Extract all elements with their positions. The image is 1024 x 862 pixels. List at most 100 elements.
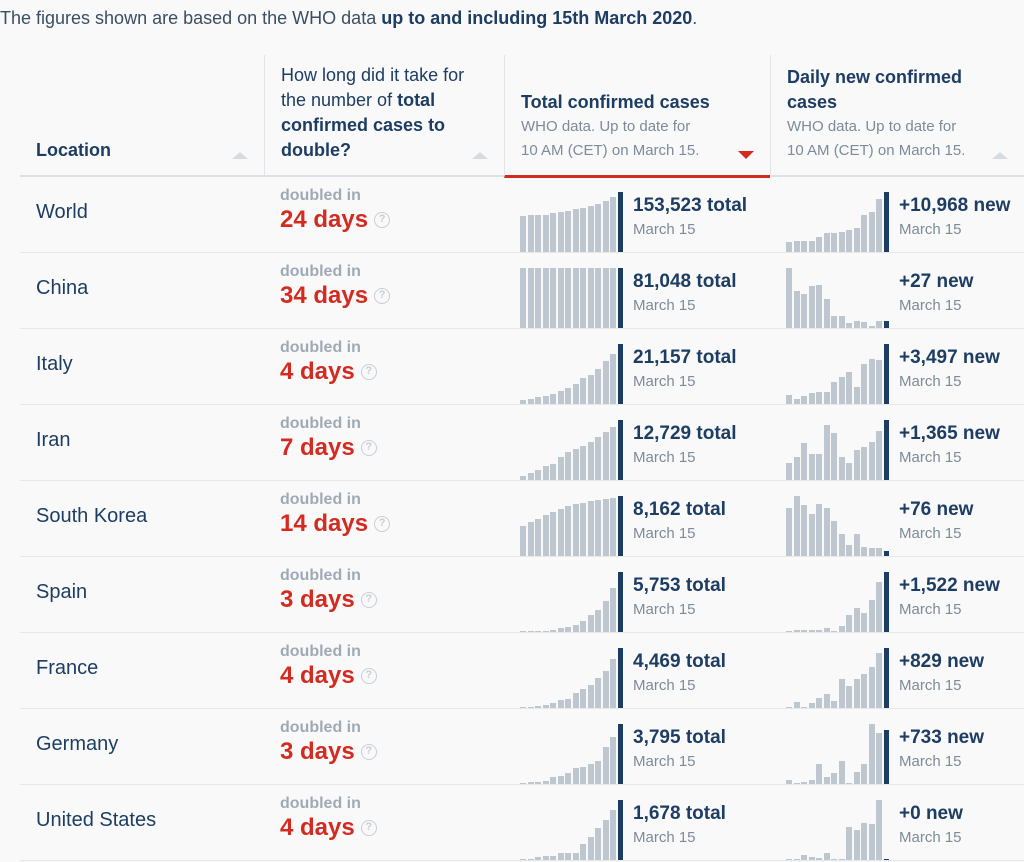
sparkline-bar [816, 237, 822, 252]
table-row[interactable]: Iran doubled in 7 days? 12,729 total Mar… [20, 405, 1024, 481]
sort-arrow-icon[interactable] [472, 152, 488, 159]
sparkline-bar [861, 547, 867, 556]
header-daily-sub2: 10 AM (CET) on March 15. [787, 142, 966, 159]
sparkline-bar [831, 381, 837, 404]
sparkline-bar-current [883, 858, 889, 860]
sparkline-bar [587, 374, 594, 404]
help-icon[interactable]: ? [360, 440, 377, 456]
new-value: +3,497 new [899, 347, 1000, 368]
help-icon[interactable]: ? [374, 288, 391, 304]
total-date: March 15 [633, 449, 696, 466]
sparkline-bar [793, 858, 800, 860]
total-date: March 15 [633, 753, 696, 770]
sparkline-bar [535, 268, 541, 328]
table-row[interactable]: Spain doubled in 3 days? 5,753 total Mar… [20, 557, 1024, 633]
table-row[interactable]: France doubled in 4 days? 4,469 total Ma… [20, 633, 1024, 709]
help-icon[interactable]: ? [374, 516, 391, 532]
help-icon[interactable]: ? [360, 668, 377, 684]
sparkline-bar [587, 764, 594, 784]
total-value: 12,729 total [633, 423, 737, 444]
sparkline-bar [580, 378, 586, 404]
intro-prefix: The figures shown are based on the WHO d… [0, 8, 382, 28]
sparkline-bar [610, 659, 616, 708]
doubling-cell: doubled in 14 days? [280, 491, 391, 538]
sparkline-bar [861, 322, 867, 328]
doubled-label: doubled in [280, 795, 361, 812]
sparkline-bar [808, 454, 815, 480]
help-icon[interactable]: ? [360, 744, 377, 760]
sparkline-bar [793, 457, 800, 480]
sparkline-bar [838, 316, 845, 328]
sort-desc-icon[interactable] [738, 151, 754, 159]
table-row[interactable]: World doubled in 24 days? 153,523 total … [20, 177, 1024, 253]
header-total-title: Total confirmed cases [521, 92, 710, 112]
sparkline-bar [838, 231, 845, 252]
sparkline-bar [816, 392, 822, 404]
sparkline-bar [550, 776, 556, 784]
sparkline-bar-current [617, 648, 623, 708]
column-header-daily[interactable]: Daily new confirmed cases WHO data. Up t… [770, 55, 1024, 175]
sparkline-bar [838, 679, 845, 708]
doubling-days: 24 days [280, 206, 369, 233]
sparkline-bar [861, 673, 867, 708]
new-value: +733 new [899, 727, 985, 748]
sparkline-bar [542, 515, 549, 556]
sparkline-bar [520, 526, 526, 556]
sparkline-bar [572, 503, 579, 556]
sparkline-bar [595, 368, 601, 404]
sparkline-bar [527, 473, 534, 480]
sort-arrow-icon[interactable] [992, 152, 1008, 159]
table-row[interactable]: United States doubled in 4 days? 1,678 t… [20, 785, 1024, 861]
column-header-doubling[interactable]: How long did it take for the number of t… [264, 55, 504, 175]
table-row[interactable]: South Korea doubled in 14 days? 8,162 to… [20, 481, 1024, 557]
sparkline-bar [602, 361, 609, 404]
total-sparkline [520, 266, 626, 328]
sparkline-bar [853, 534, 860, 556]
doubling-days: 34 days [280, 282, 369, 309]
total-sparkline [520, 418, 626, 480]
sparkline-bar [838, 456, 845, 480]
help-icon[interactable]: ? [360, 820, 377, 836]
table-row[interactable]: Germany doubled in 3 days? 3,795 total M… [20, 709, 1024, 785]
table-row[interactable]: China doubled in 34 days? 81,048 total M… [20, 253, 1024, 329]
sparkline-bar-current [617, 724, 623, 784]
sparkline-bar [823, 392, 830, 404]
sparkline-bar [520, 782, 526, 784]
sparkline-bar [610, 737, 616, 784]
total-date: March 15 [633, 373, 696, 390]
column-header-location[interactable]: Location [20, 55, 264, 175]
sparkline-bar [580, 208, 586, 252]
total-date: March 15 [633, 525, 696, 542]
sparkline-bar [868, 359, 875, 404]
help-icon[interactable]: ? [360, 364, 377, 380]
sparkline-bar [587, 685, 594, 708]
sparkline-bar [868, 441, 875, 480]
column-header-total[interactable]: Total confirmed cases WHO data. Up to da… [504, 55, 770, 178]
doubling-days: 3 days [280, 738, 355, 765]
sparkline-bar [801, 782, 807, 784]
sparkline-bar [823, 776, 830, 784]
sparkline-bar [602, 747, 609, 784]
help-icon[interactable]: ? [374, 212, 391, 228]
sparkline-bar [542, 630, 549, 632]
sparkline-bar [816, 629, 822, 632]
sort-arrow-icon[interactable] [232, 152, 248, 159]
sparkline-bar [808, 240, 815, 252]
sparkline-bar [520, 858, 526, 860]
table-row[interactable]: Italy doubled in 4 days? 21,157 total Ma… [20, 329, 1024, 405]
total-value: 1,678 total [633, 803, 726, 824]
header-daily-sub1: WHO data. Up to date for [787, 118, 957, 135]
sparkline-bar [861, 764, 867, 784]
sparkline-bar [550, 855, 556, 860]
sparkline-bar [520, 631, 526, 632]
sparkline-bar [527, 858, 534, 860]
doubled-label: doubled in [280, 567, 361, 584]
doubled-label: doubled in [280, 491, 361, 508]
sparkline-bar [602, 820, 609, 860]
sparkline-bar [535, 630, 541, 632]
sparkline-bar [595, 828, 601, 860]
sparkline-bar [572, 853, 579, 860]
help-icon[interactable]: ? [360, 592, 377, 608]
sparkline-bar [846, 463, 852, 480]
sparkline-bar [868, 824, 875, 860]
